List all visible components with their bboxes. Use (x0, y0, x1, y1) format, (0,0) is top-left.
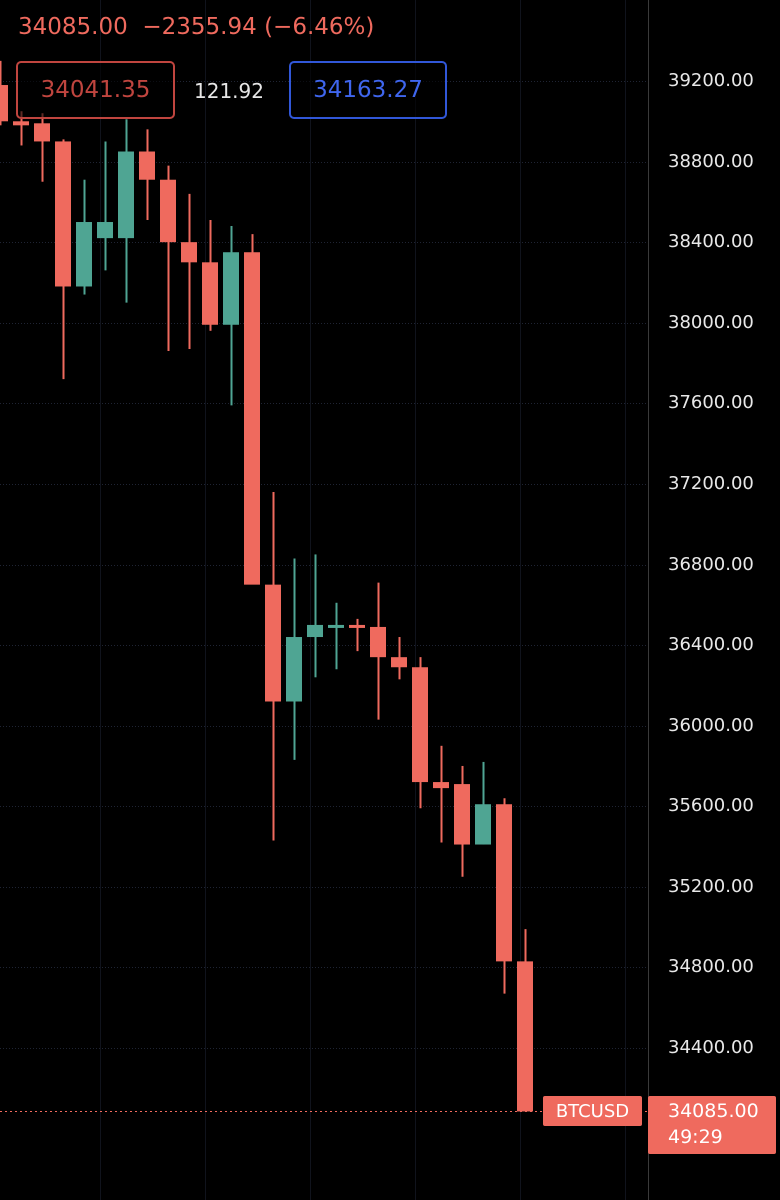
y-tick-label: 37200.00 (668, 472, 754, 494)
candle-body (454, 784, 470, 845)
y-tick-label: 38400.00 (668, 231, 754, 253)
candle-body (349, 624, 365, 628)
price-header: 34085.00 −2355.94 (−6.46%) (18, 14, 374, 40)
y-tick-label: 37600.00 (668, 392, 754, 414)
y-tick-label: 35200.00 (668, 875, 754, 897)
candle-body (55, 141, 71, 287)
y-tick-label: 36000.00 (668, 714, 754, 736)
last-price: 34085.00 (18, 14, 128, 40)
y-tick-label: 34800.00 (668, 956, 754, 978)
candle-body (433, 782, 449, 789)
last-price-tag: 34085.00 49:29 (648, 1096, 776, 1154)
candle-body (412, 667, 428, 783)
candle-body (118, 151, 134, 239)
candle-body (97, 222, 113, 239)
candle-body (13, 121, 29, 126)
candle-body (202, 262, 218, 325)
y-tick-label: 38000.00 (668, 311, 754, 333)
y-tick-label: 36800.00 (668, 553, 754, 575)
candle-body (370, 626, 386, 658)
price-change-percent: (−6.46%) (264, 14, 375, 40)
candle-body (181, 242, 197, 263)
y-tick-label: 34400.00 (668, 1037, 754, 1058)
candle-body (475, 804, 491, 845)
candle-body (307, 624, 323, 638)
candle-body (265, 584, 281, 702)
candle-body (223, 252, 239, 325)
buy-button[interactable]: 34163.27 (289, 61, 447, 119)
y-tick-label: 39200.00 (668, 70, 754, 91)
y-tick-label: 36400.00 (668, 634, 754, 656)
y-tick-label: 38800.00 (668, 150, 754, 172)
spread-value: 121.92 (194, 79, 264, 103)
candle-body (496, 804, 512, 962)
bar-countdown: 49:29 (668, 1126, 723, 1148)
candle-body (0, 85, 8, 122)
sell-button[interactable]: 34041.35 (16, 61, 175, 119)
symbol-tag: BTCUSD (543, 1096, 642, 1126)
candle-body (517, 961, 533, 1112)
candle-body (244, 252, 260, 585)
candle-body (76, 222, 92, 287)
candle-body (160, 179, 176, 243)
candle-body (34, 123, 50, 142)
candle-body (391, 657, 407, 668)
y-tick-label: 35600.00 (668, 795, 754, 817)
candle-body (286, 637, 302, 702)
last-price-tag-value: 34085.00 (668, 1100, 759, 1122)
candle-body (328, 624, 344, 628)
price-change: −2355.94 (142, 14, 257, 40)
candle-body (139, 151, 155, 180)
